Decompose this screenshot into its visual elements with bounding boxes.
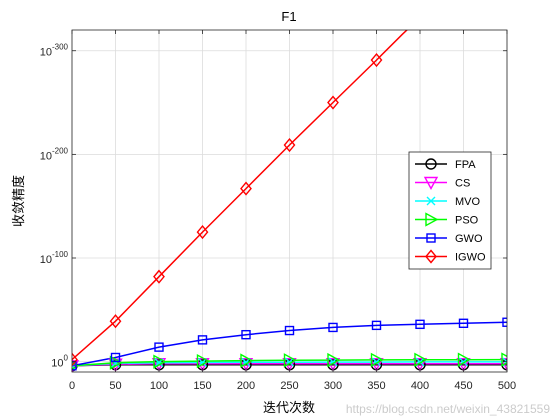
data-point-gwo (415, 319, 425, 330)
data-point-gwo (458, 318, 469, 328)
legend: FPA CS MVO PSO GWO IGWO (408, 151, 492, 270)
data-point-gwo (197, 335, 208, 345)
x-tick-label: 0 (69, 380, 75, 392)
data-point-gwo (110, 352, 121, 363)
data-point-pso (109, 355, 123, 370)
data-point-igwo (240, 181, 252, 196)
data-point-gwo (284, 325, 295, 336)
data-point-gwo (502, 317, 507, 327)
data-point-pso (240, 353, 254, 368)
data-point-igwo (196, 224, 209, 240)
data-point-igwo (109, 314, 122, 329)
legend-label-igwo: IGWO (455, 252, 486, 264)
x-tick-label: 150 (193, 380, 211, 392)
legend-label-gwo: GWO (455, 233, 483, 245)
data-point-igwo (370, 52, 383, 68)
chart-title: F1 (281, 9, 296, 24)
data-point-gwo (241, 329, 251, 340)
y-axis-label: 收敛精度 (11, 175, 27, 227)
legend-marker-fpa (425, 158, 437, 170)
x-tick-label: 350 (367, 380, 385, 392)
x-tick-label: 500 (498, 380, 516, 392)
y-tick-label: 100 (51, 354, 68, 370)
legend-marker-gwo (426, 233, 436, 243)
legend-marker-mvo (426, 196, 436, 206)
legend-marker-cs (423, 176, 439, 190)
x-axis-label: 迭代次数 (263, 400, 315, 416)
x-tick-label: 200 (237, 380, 255, 392)
x-tick-label: 400 (411, 380, 429, 392)
legend-marker-pso (425, 212, 439, 227)
data-point-pso (370, 352, 384, 368)
y-tick-label: 10-200 (40, 146, 69, 162)
data-point-pso (283, 353, 297, 368)
data-point-gwo (72, 361, 77, 371)
legend-label-cs: CS (455, 178, 470, 190)
x-tick-label: 250 (280, 380, 298, 392)
y-tick-label: 10-100 (40, 250, 69, 266)
legend-label-fpa: FPA (455, 159, 476, 171)
data-point-gwo (371, 320, 382, 331)
data-point-pso (327, 352, 341, 368)
data-point-pso (196, 353, 210, 369)
data-point-pso (414, 352, 428, 367)
legend-label-mvo: MVO (455, 196, 481, 208)
legend-label-pso: PSO (455, 215, 479, 227)
series-line-fpa (72, 363, 507, 367)
series-line-gwo (72, 321, 507, 367)
data-point-cs (238, 358, 254, 372)
data-point-igwo (283, 137, 296, 153)
series-line-igwo (72, 30, 409, 361)
data-point-igwo (153, 269, 165, 284)
legend-box (408, 151, 492, 270)
legend-marker-igwo (425, 249, 437, 264)
data-point-cs (195, 358, 210, 372)
data-point-gwo (328, 322, 338, 333)
data-point-pso (457, 352, 471, 367)
x-tick-label: 100 (150, 380, 168, 392)
x-tick-label: 450 (454, 380, 472, 392)
data-point-cs (72, 360, 80, 372)
data-point-pso (153, 354, 167, 369)
data-point-pso (501, 352, 507, 367)
data-point-igwo (327, 95, 339, 110)
x-tick-label: 50 (109, 380, 121, 392)
data-point-pso (72, 361, 80, 370)
data-point-gwo (154, 342, 164, 352)
data-point-igwo (72, 352, 78, 367)
y-tick-label: 10-300 (40, 43, 69, 59)
watermark: https://blog.csdn.net/weixin_43821559 (345, 402, 550, 416)
x-tick-label: 300 (324, 380, 342, 392)
